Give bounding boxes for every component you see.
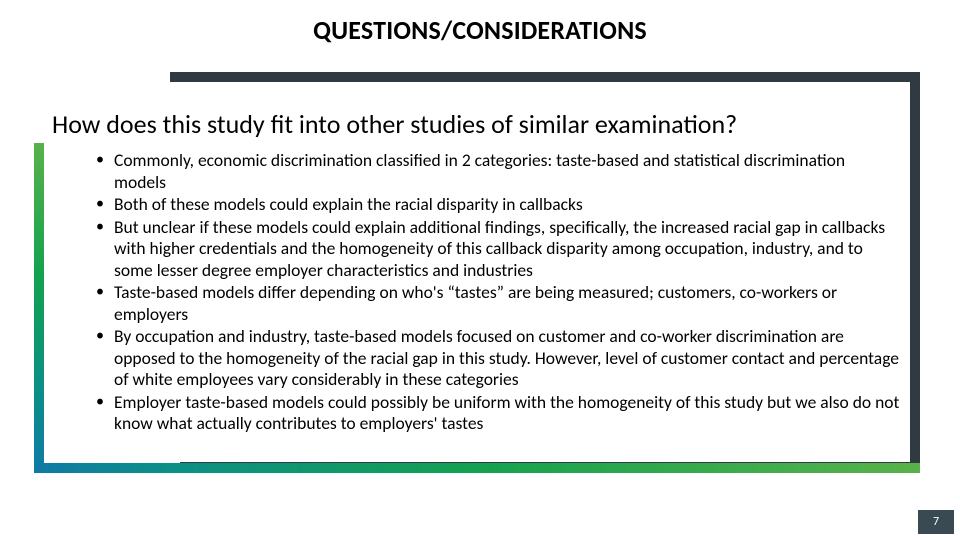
- slide: QUESTIONS/CONSIDERATIONS How does this s…: [0, 0, 960, 540]
- accent-bar-horizontal: [34, 463, 920, 473]
- bullet-list: Commonly, economic discrimination classi…: [96, 150, 900, 436]
- bullet-item: Both of these models could explain the r…: [96, 194, 900, 216]
- page-number-badge: 7: [918, 510, 954, 534]
- bullet-item: By occupation and industry, taste-based …: [96, 326, 900, 391]
- slide-title: QUESTIONS/CONSIDERATIONS: [0, 14, 960, 46]
- page-number: 7: [933, 515, 939, 529]
- bullet-item: But unclear if these models could explai…: [96, 217, 900, 282]
- bullet-item: Commonly, economic discrimination classi…: [96, 150, 900, 193]
- section-heading: How does this study fit into other studi…: [52, 108, 745, 140]
- bullet-item: Employer taste-based models could possib…: [96, 392, 900, 435]
- accent-bar-vertical: [34, 143, 44, 473]
- bullet-item: Taste-based models differ depending on w…: [96, 282, 900, 325]
- bracket-frame-cap: [170, 72, 180, 82]
